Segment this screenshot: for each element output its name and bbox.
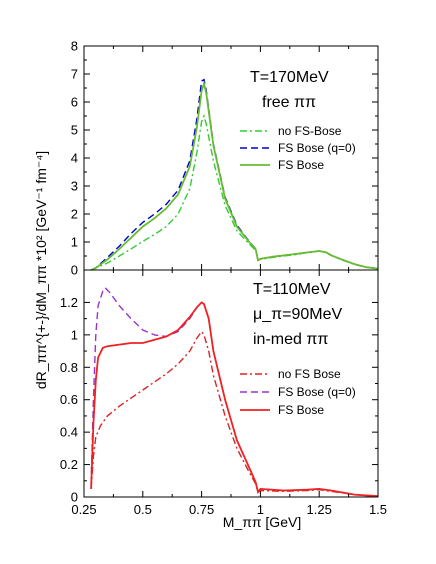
bottom-y-tick-label: 0.2: [60, 457, 78, 472]
bottom-plot-frame: [83, 269, 379, 498]
top-series-line-2: [90, 80, 379, 271]
top-y-tick-label: 0: [71, 263, 78, 278]
bottom-legend-label-1: FS Bose (q=0): [278, 385, 356, 399]
top-panel: 0 1 2 3 4 5 6 7 8 no FS-Bose FS Bose (q=0) FS Bose: [71, 39, 379, 278]
top-y-tick-label: 2: [71, 207, 78, 222]
top-y-tick-label: 8: [71, 39, 78, 54]
top-y-tick-label: 4: [71, 151, 78, 166]
bottom-annotation-system: in-med ππ: [253, 331, 328, 348]
bottom-y-tick-label: 0: [71, 490, 78, 505]
x-axis-label: M_ππ [GeV]: [223, 514, 301, 530]
bottom-panel: 0 0.2 0.4 0.6 0.8 1 1.2 0.25 0.5 0.75 1 1.25 1.5 no F…: [60, 269, 387, 517]
top-legend-label-0: no FS-Bose: [278, 124, 342, 138]
bottom-series-line-0: [90, 330, 379, 497]
bottom-y-tick-label: 0.4: [60, 425, 78, 440]
bottom-annotation-temperature: T=110MeV: [253, 281, 331, 298]
top-legend-label-1: FS Bose (q=0): [278, 141, 356, 155]
y-axis-label: dR_ππ^{+-}/dM_ππ *10² [GeV⁻¹ fm⁻⁴]: [33, 151, 49, 389]
bottom-y-tick-label: 0.6: [60, 392, 78, 407]
bottom-y-tick-label: 1.2: [60, 295, 78, 310]
bottom-legend-label-2: FS Bose: [278, 403, 324, 417]
top-series-line-1: [90, 78, 379, 271]
bottom-y-tick-label: 1: [71, 327, 78, 342]
bottom-annotation-chemical-potential: μ_π=90MeV: [253, 306, 343, 323]
bottom-series-line-2: [90, 301, 379, 498]
top-y-tick-label: 6: [71, 95, 78, 110]
bottom-x-tick-label: 1: [257, 502, 264, 517]
bottom-x-tick-label: 0.75: [189, 502, 214, 517]
bottom-x-tick-label: 1.25: [307, 502, 332, 517]
bottom-y-tick-label: 0.8: [60, 360, 78, 375]
bottom-x-tick-label: 1.5: [369, 502, 387, 517]
top-annotation-system: free ππ: [262, 94, 316, 111]
bottom-legend-label-0: no FS Bose: [278, 367, 341, 381]
top-series-line-0: [90, 113, 379, 271]
bottom-x-tick-label: 0.25: [71, 502, 96, 517]
top-y-tick-label: 3: [71, 179, 78, 194]
top-annotation-temperature: T=170MeV: [250, 69, 329, 86]
top-y-tick-label: 5: [71, 123, 78, 138]
top-legend-label-2: FS Bose: [278, 158, 324, 172]
top-y-tick-label: 7: [71, 67, 78, 82]
top-y-tick-label: 1: [71, 235, 78, 250]
bottom-x-tick-label: 0.5: [134, 502, 152, 517]
